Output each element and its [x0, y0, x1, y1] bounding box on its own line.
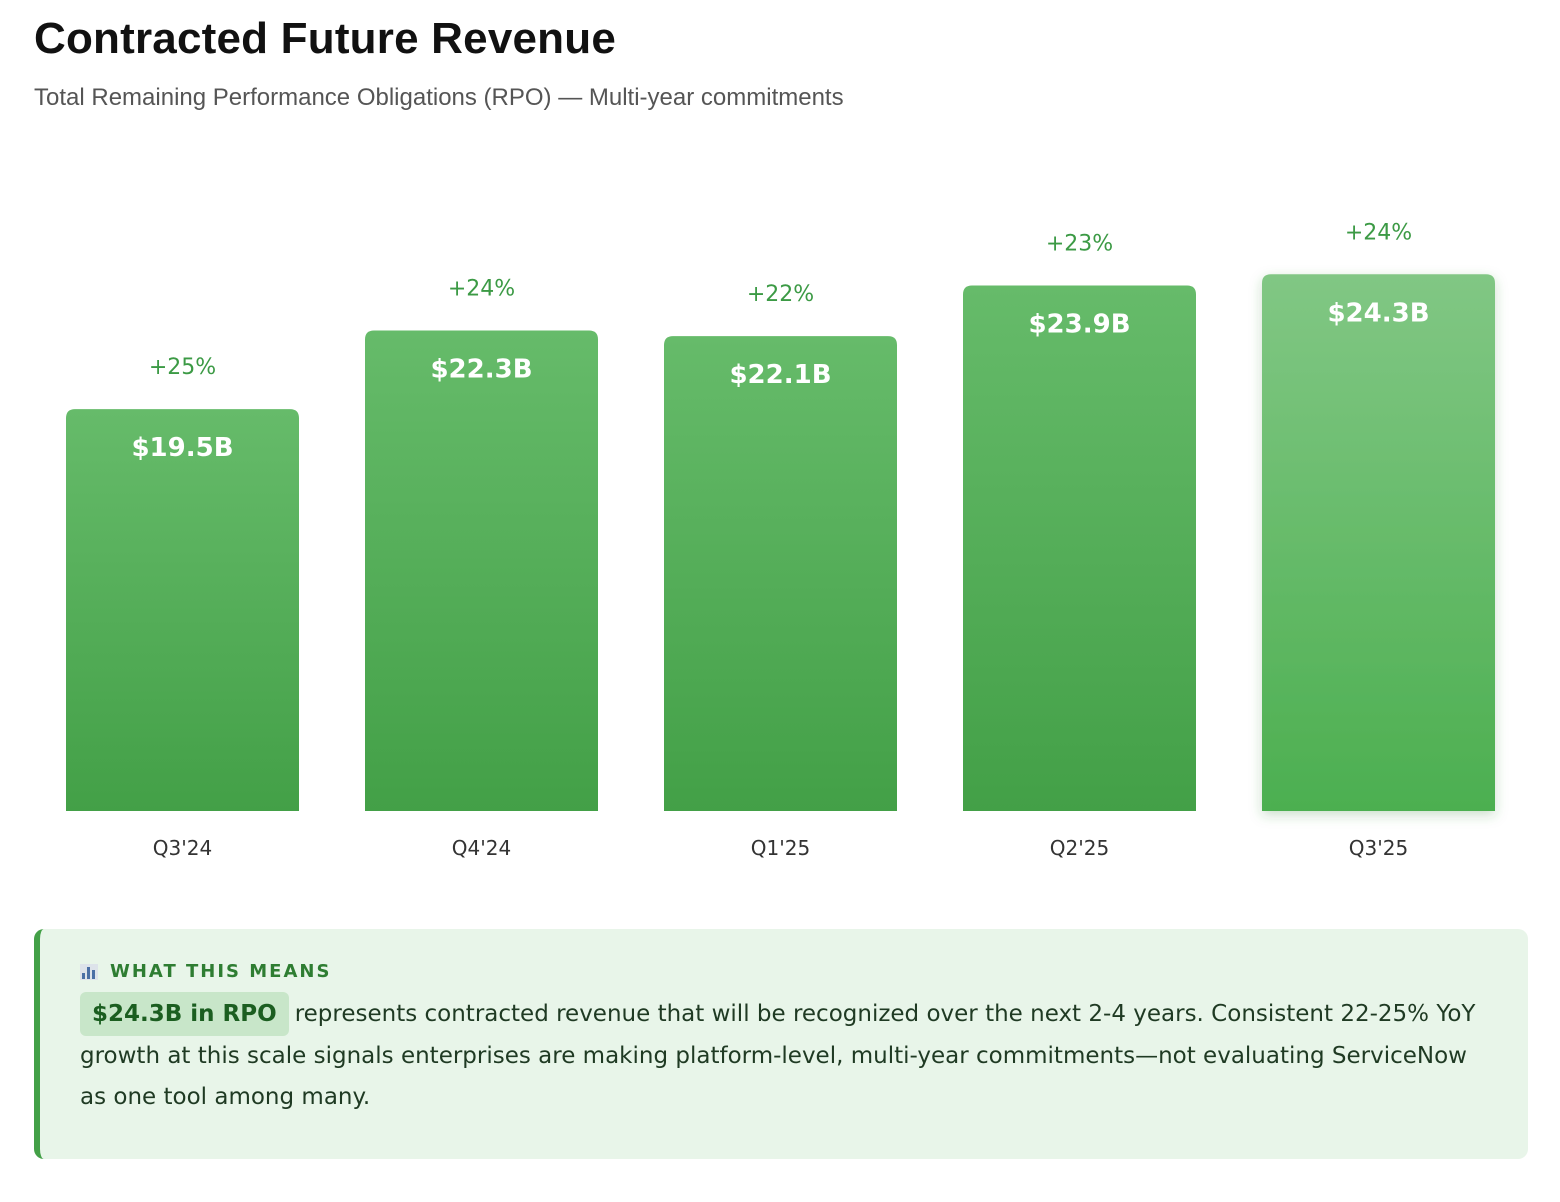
rpo-bar-chart: $19.5B +25% Q3'24 $22.3B +24% Q4'24 $22.1B +22%… — [66, 220, 1495, 860]
growth-label: +22% — [747, 282, 814, 307]
bar-value-label: $23.9B — [1028, 310, 1130, 340]
growth-label: +23% — [1046, 232, 1113, 257]
x-tick-label: Q1'25 — [751, 836, 810, 860]
bar-value-label: $19.5B — [131, 433, 233, 463]
insight-text: $24.3B in RPO represents contracted reven… — [80, 992, 1488, 1118]
growth-label: +24% — [448, 276, 515, 301]
x-tick-label: Q4'24 — [452, 836, 511, 860]
bar-value-label: $22.3B — [430, 354, 532, 384]
x-tick-label: Q3'25 — [1349, 836, 1408, 860]
bar-value-label: $22.1B — [729, 360, 831, 390]
growth-label: +25% — [149, 355, 216, 380]
bar-4 — [1262, 274, 1495, 811]
rpo-highlight-badge: $24.3B in RPO — [80, 992, 289, 1036]
bar-2 — [664, 336, 897, 811]
x-tick-label: Q2'25 — [1050, 836, 1109, 860]
bar-1 — [365, 330, 598, 811]
insight-callout: WHAT THIS MEANS $24.3B in RPO represents … — [34, 929, 1528, 1159]
bar-3 — [963, 285, 1196, 811]
bar-value-label: $24.3B — [1327, 298, 1429, 328]
bar-0 — [66, 409, 299, 811]
insight-heading-row: WHAT THIS MEANS — [80, 961, 1488, 982]
insight-body: represents contracted revenue that will … — [80, 1001, 1476, 1110]
insight-heading: WHAT THIS MEANS — [110, 961, 332, 982]
x-tick-label: Q3'24 — [153, 836, 212, 860]
bar-chart-icon — [80, 963, 98, 980]
page-title: Contracted Future Revenue — [34, 14, 616, 63]
growth-label: +24% — [1345, 220, 1412, 245]
page-subtitle: Total Remaining Performance Obligations … — [34, 84, 844, 111]
